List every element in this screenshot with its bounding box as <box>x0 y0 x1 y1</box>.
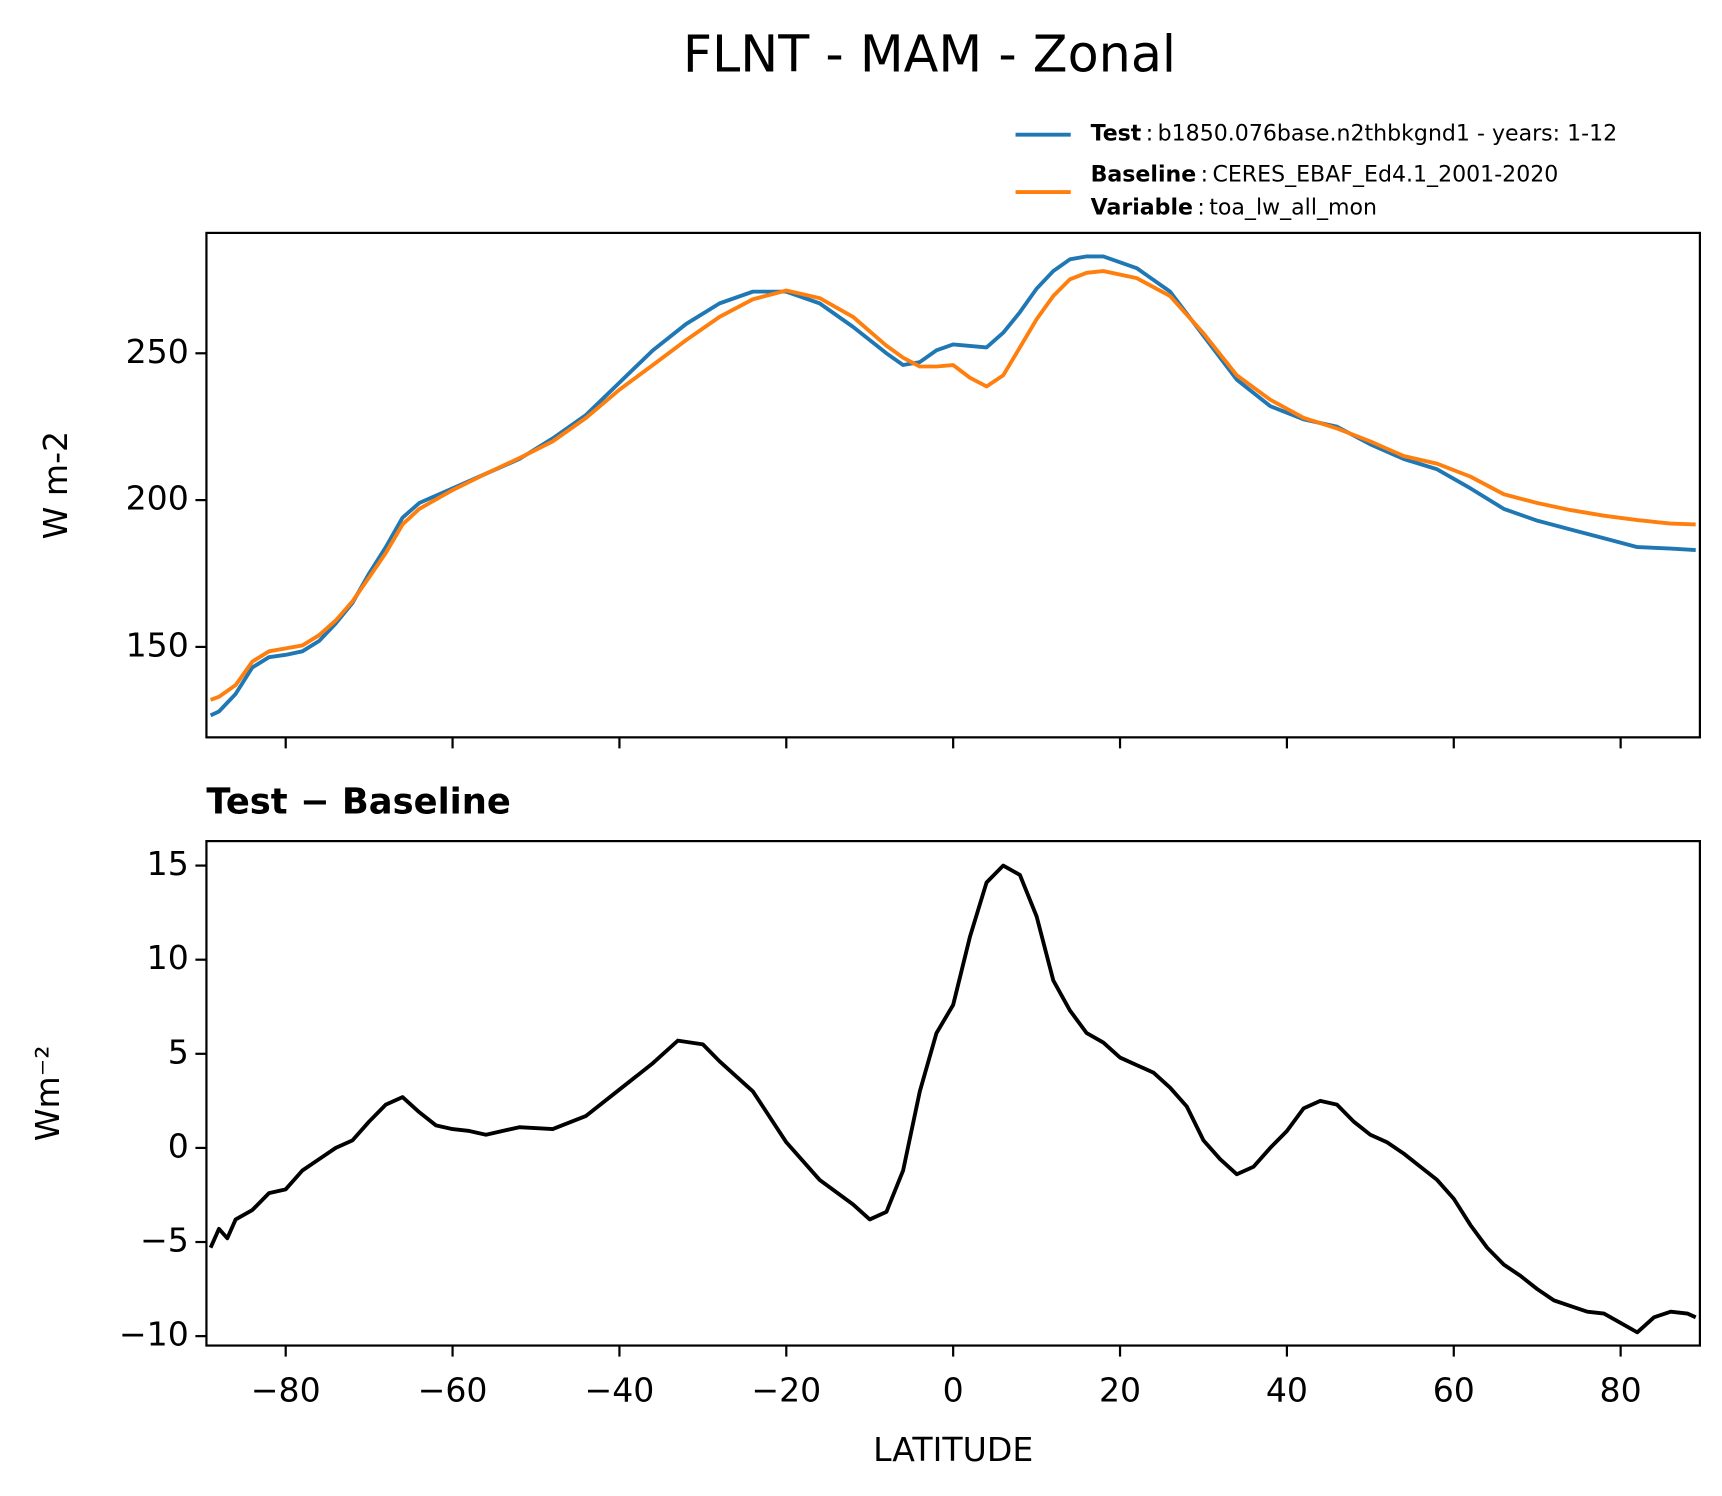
y-axis-label: Wm⁻² <box>28 1045 67 1141</box>
x-tick-label: −60 <box>418 1370 488 1409</box>
axes-title: Test − Baseline <box>206 782 510 823</box>
legend-entry: Baseline: CERES_EBAF_Ed4.1_2001-2020 <box>1091 163 1559 188</box>
x-tick-label: 60 <box>1433 1370 1475 1409</box>
legend-separator: : <box>1146 122 1153 147</box>
figure-title: FLNT - MAM - Zonal <box>683 24 1176 83</box>
x-axis-label: LATITUDE <box>873 1430 1033 1469</box>
legend-entry: Variable: toa_lw_all_mon <box>1091 196 1377 221</box>
x-tick-label: 80 <box>1600 1370 1642 1409</box>
x-tick-label: −80 <box>251 1370 321 1409</box>
series-line <box>209 269 1696 702</box>
y-tick-label: −10 <box>119 1315 189 1354</box>
legend-separator: : <box>1201 163 1208 188</box>
y-tick-label: −5 <box>140 1221 189 1260</box>
y-axis-label: W m-2 <box>36 431 75 540</box>
x-tick-label: 40 <box>1266 1370 1308 1409</box>
legend-name: Baseline <box>1091 163 1197 188</box>
y-tick-label: 10 <box>147 938 189 977</box>
series-line <box>209 254 1696 718</box>
legend-separator: : <box>1197 196 1204 221</box>
legend-name: Variable <box>1091 196 1193 221</box>
axes-frame <box>205 231 1702 739</box>
legend-description: CERES_EBAF_Ed4.1_2001-2020 <box>1212 163 1558 188</box>
series-line <box>208 863 1697 1335</box>
y-tick-label: 0 <box>168 1126 189 1165</box>
x-tick-label: 0 <box>943 1370 964 1409</box>
y-tick-label: 250 <box>126 332 189 371</box>
x-tick-label: −40 <box>584 1370 654 1409</box>
x-tick-label: −20 <box>751 1370 821 1409</box>
axes-frame <box>205 840 1702 1347</box>
y-tick-label: 5 <box>168 1032 189 1071</box>
y-tick-label: 200 <box>126 479 189 518</box>
legend-name: Test <box>1091 122 1142 147</box>
y-tick-label: 15 <box>147 844 189 883</box>
legend-description: b1850.076base.n2thbkgnd1 - years: 1-12 <box>1158 122 1618 147</box>
legend-entry: Test: b1850.076base.n2thbkgnd1 - years: 1… <box>1091 122 1618 147</box>
y-tick-label: 150 <box>126 625 189 664</box>
x-tick-label: 20 <box>1099 1370 1141 1409</box>
legend-description: toa_lw_all_mon <box>1209 196 1377 221</box>
